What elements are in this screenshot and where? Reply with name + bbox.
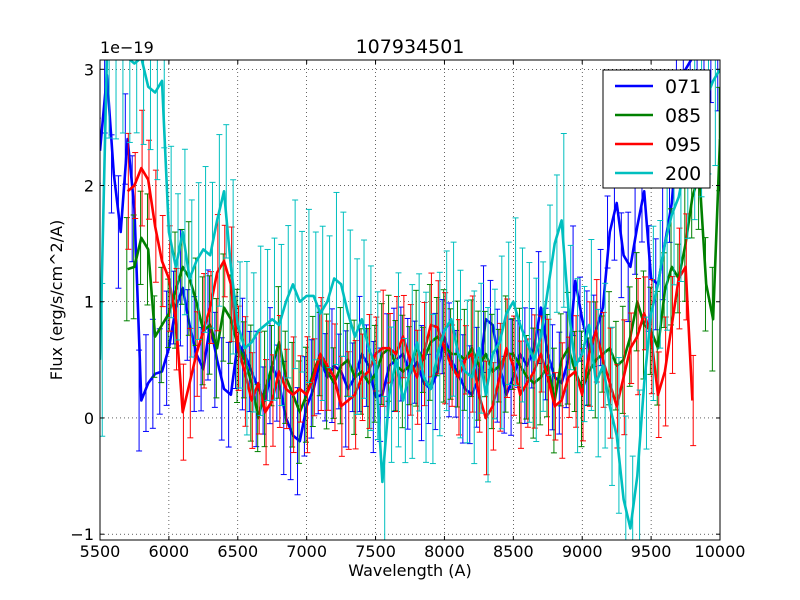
y-tick-label: 1 <box>84 293 94 312</box>
x-tick-label: 5500 <box>80 542 121 561</box>
x-tick-label: 6000 <box>149 542 190 561</box>
x-tick-label: 7500 <box>355 542 396 561</box>
legend-label-095: 095 <box>665 134 701 156</box>
x-tick-label: 8000 <box>424 542 465 561</box>
legend-label-071: 071 <box>665 76 701 98</box>
x-axis-label: Wavelength (A) <box>348 561 471 580</box>
legend-label-085: 085 <box>665 105 701 127</box>
y-tick-label: 3 <box>84 60 94 79</box>
x-tick-label: 8500 <box>493 542 534 561</box>
axes-frame <box>99 59 721 541</box>
legend-box <box>602 69 711 189</box>
x-tick-label: 10000 <box>695 542 746 561</box>
ticks: 5500 6000 6500 7000 7500 8000 8500 9000 9500 1000… <box>70 60 745 561</box>
series-line-085 <box>127 138 720 420</box>
chart-title: 107934501 <box>356 36 465 58</box>
y-axis-label: Flux (erg/s/cm^2/A) <box>47 220 66 381</box>
y-tick-label: −1 <box>70 525 94 544</box>
y-tick-label: 2 <box>84 177 94 196</box>
series-group <box>100 60 720 540</box>
grid <box>99 60 721 540</box>
legend-label-200: 200 <box>665 163 701 185</box>
x-tick-label: 9500 <box>631 542 672 561</box>
y-tick-label: 0 <box>84 409 94 428</box>
legend: 071 085 095 200 <box>602 69 711 189</box>
series-line-200 <box>100 60 720 530</box>
series-200 <box>100 60 720 540</box>
x-tick-label: 7000 <box>286 542 327 561</box>
x-tick-label: 6500 <box>217 542 258 561</box>
y-offset-text: 1e−19 <box>100 38 154 57</box>
x-tick-label: 9000 <box>562 542 603 561</box>
